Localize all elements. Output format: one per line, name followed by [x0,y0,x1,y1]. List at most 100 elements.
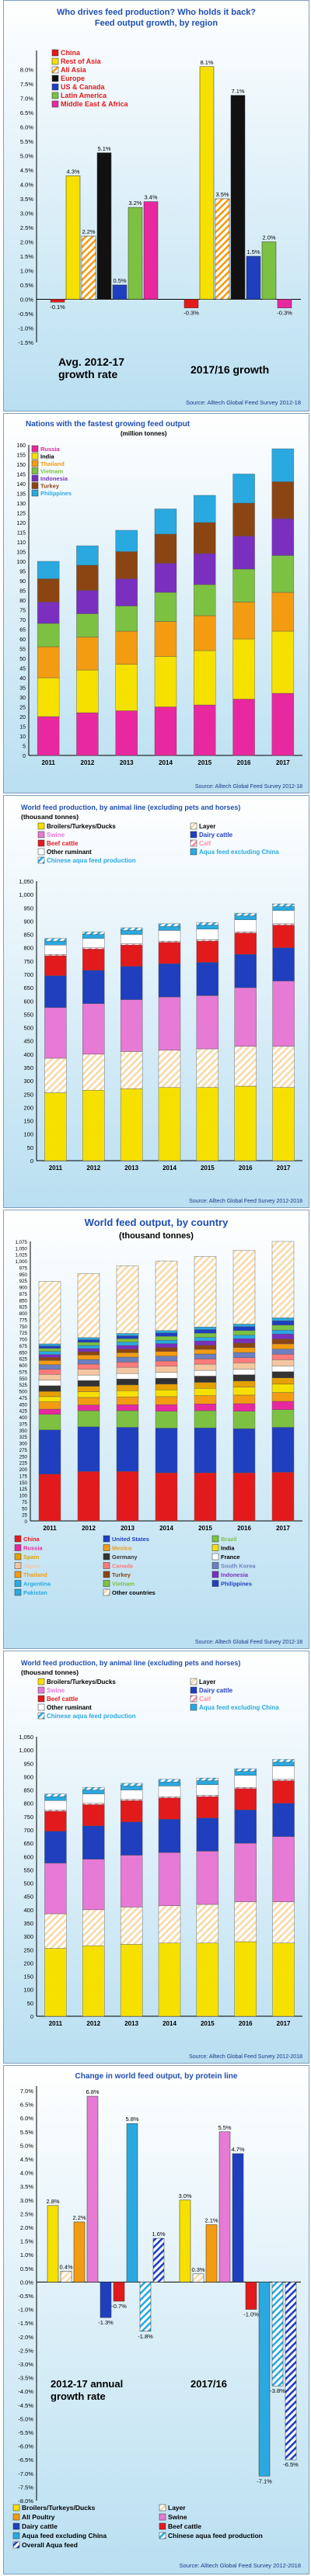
y-tick-label: 120 [16,521,26,526]
segment-chinese-aqua-feed-production [234,912,257,916]
y-tick-label: 375 [19,1422,28,1427]
segment-dairy-cattle [82,970,105,1004]
segment-broilers-turkeys-ducks [272,1942,295,2017]
segment-brazil [116,1410,139,1428]
segment-calf [44,954,67,956]
y-tick-label: 300 [19,1442,28,1447]
y-tick-label: -1.0% [18,325,33,332]
segment-turkey [271,481,295,519]
legend-swatch [159,2504,166,2512]
x-tick-label: 2014 [162,2020,176,2027]
segment-swine [120,1855,143,1908]
segment-united-states [271,1427,295,1473]
legend-label: Chinese aqua feed production [47,857,136,864]
legend-label: Chinese aqua feed production [168,2532,263,2540]
segment-layer [272,1901,295,1943]
segment-thailand [38,1360,61,1365]
y-tick-label: 550 [23,1866,33,1873]
y-tick-label: 0 [30,2013,33,2020]
segment-india [232,1387,256,1396]
x-tick-label: 2013 [121,1525,135,1532]
segment-beef-cattle [196,1796,219,1818]
y-tick-label: 1.0% [20,268,33,275]
y-tick-label: 0 [25,1519,28,1525]
y-tick-label: 4.0% [20,182,33,189]
segment-indonesia [77,1348,100,1352]
y-tick-label: 800 [23,945,33,952]
chart-svg: World feed output, by country (thousand t… [4,1210,309,1648]
y-tick-label: 0 [23,754,26,759]
y-tick-label: -3.0% [18,2361,33,2368]
legend-swatch [37,848,45,856]
segment-japan [194,1363,217,1371]
legend-label: Swine [168,2513,187,2521]
chart-subtitle: (thousand tonnes) [21,1668,79,1676]
segment-france [155,1372,178,1379]
y-tick-label: 900 [23,1773,33,1780]
segment-china [38,1474,61,1522]
data-label: -7.1% [257,2477,272,2484]
y-tick-label: 400 [23,1051,33,1058]
segment-indonesia [115,578,138,606]
y-tick-label: 600 [23,998,33,1005]
legend-swatch [12,2541,20,2549]
segment-other-ruminant [82,938,105,948]
y-tick-label: 650 [23,1840,33,1847]
y-tick-label: 2.5% [20,224,33,231]
segment-spain [116,1384,139,1391]
y-tick-label: 7.0% [20,95,33,102]
segment-india [155,1390,178,1397]
legend-swatch [31,460,39,467]
segment-chinese-aqua-feed-production [272,1758,295,1762]
bar-all-poultry [205,2224,218,2283]
chart-subtitle: (million tonnes) [121,430,167,437]
y-tick-label: 275 [19,1448,28,1453]
bar-china [50,299,65,303]
legend-label: Middle East & Africa [61,100,129,108]
y-tick-label: 825 [19,1305,28,1311]
group-label: growth rate [51,2390,106,2402]
y-tick-label: 325 [19,1435,28,1440]
segment-other-countries [77,1273,100,1338]
legend-swatch [190,1686,197,1694]
chart-title: Nations with the fastest growing feed ou… [26,420,190,429]
legend-label: Canada [112,1563,134,1570]
y-tick-label: 1.0% [20,2251,33,2258]
segment-chinese-aqua-feed-production [120,1783,143,1786]
legend-label: Russia [23,1545,43,1552]
data-label: 2.1% [204,2217,218,2224]
segment-france [77,1374,100,1381]
segment-indonesia [271,1334,295,1339]
legend-label: United States [112,1536,149,1543]
chart-panel-by-country: World feed output, by country (thousand t… [3,1210,309,1649]
legend-label: Layer [199,823,215,830]
legend-swatch [12,2532,20,2540]
segment-south-korea [194,1353,217,1359]
segment-dairy-cattle [82,1825,105,1859]
y-tick-label: 3.0% [20,2197,33,2204]
y-tick-label: 350 [23,1064,33,1071]
segment-south-korea [155,1356,178,1362]
segment-united-states [155,1428,178,1474]
y-tick-label: 1,000 [19,1747,33,1754]
segment-swine [234,1842,257,1902]
x-tick-label: 2017 [276,759,290,766]
legend-swatch [37,1686,45,1694]
legend-swatch [37,1695,45,1703]
legend-swatch [37,839,45,847]
segment-turkey [76,564,99,591]
y-tick-label: 650 [23,984,33,991]
y-tick-label: 0.5% [20,282,33,289]
y-tick-label: 225 [19,1461,28,1467]
segment-other-ruminant [158,1786,181,1797]
segment-india [37,677,60,717]
legend-swatch [31,445,39,453]
segment-chinese-aqua-feed-production [82,1786,105,1790]
legend-label: China [23,1536,40,1543]
legend-swatch [190,1703,197,1711]
bar-chinese-aqua-feed-production [271,2282,284,2387]
chart-subtitle: Feed output growth, by region [95,19,218,28]
y-tick-label: 450 [23,1038,33,1045]
segment-united-states [194,1427,217,1474]
legend-label: Chinese aqua feed production [47,1713,136,1720]
